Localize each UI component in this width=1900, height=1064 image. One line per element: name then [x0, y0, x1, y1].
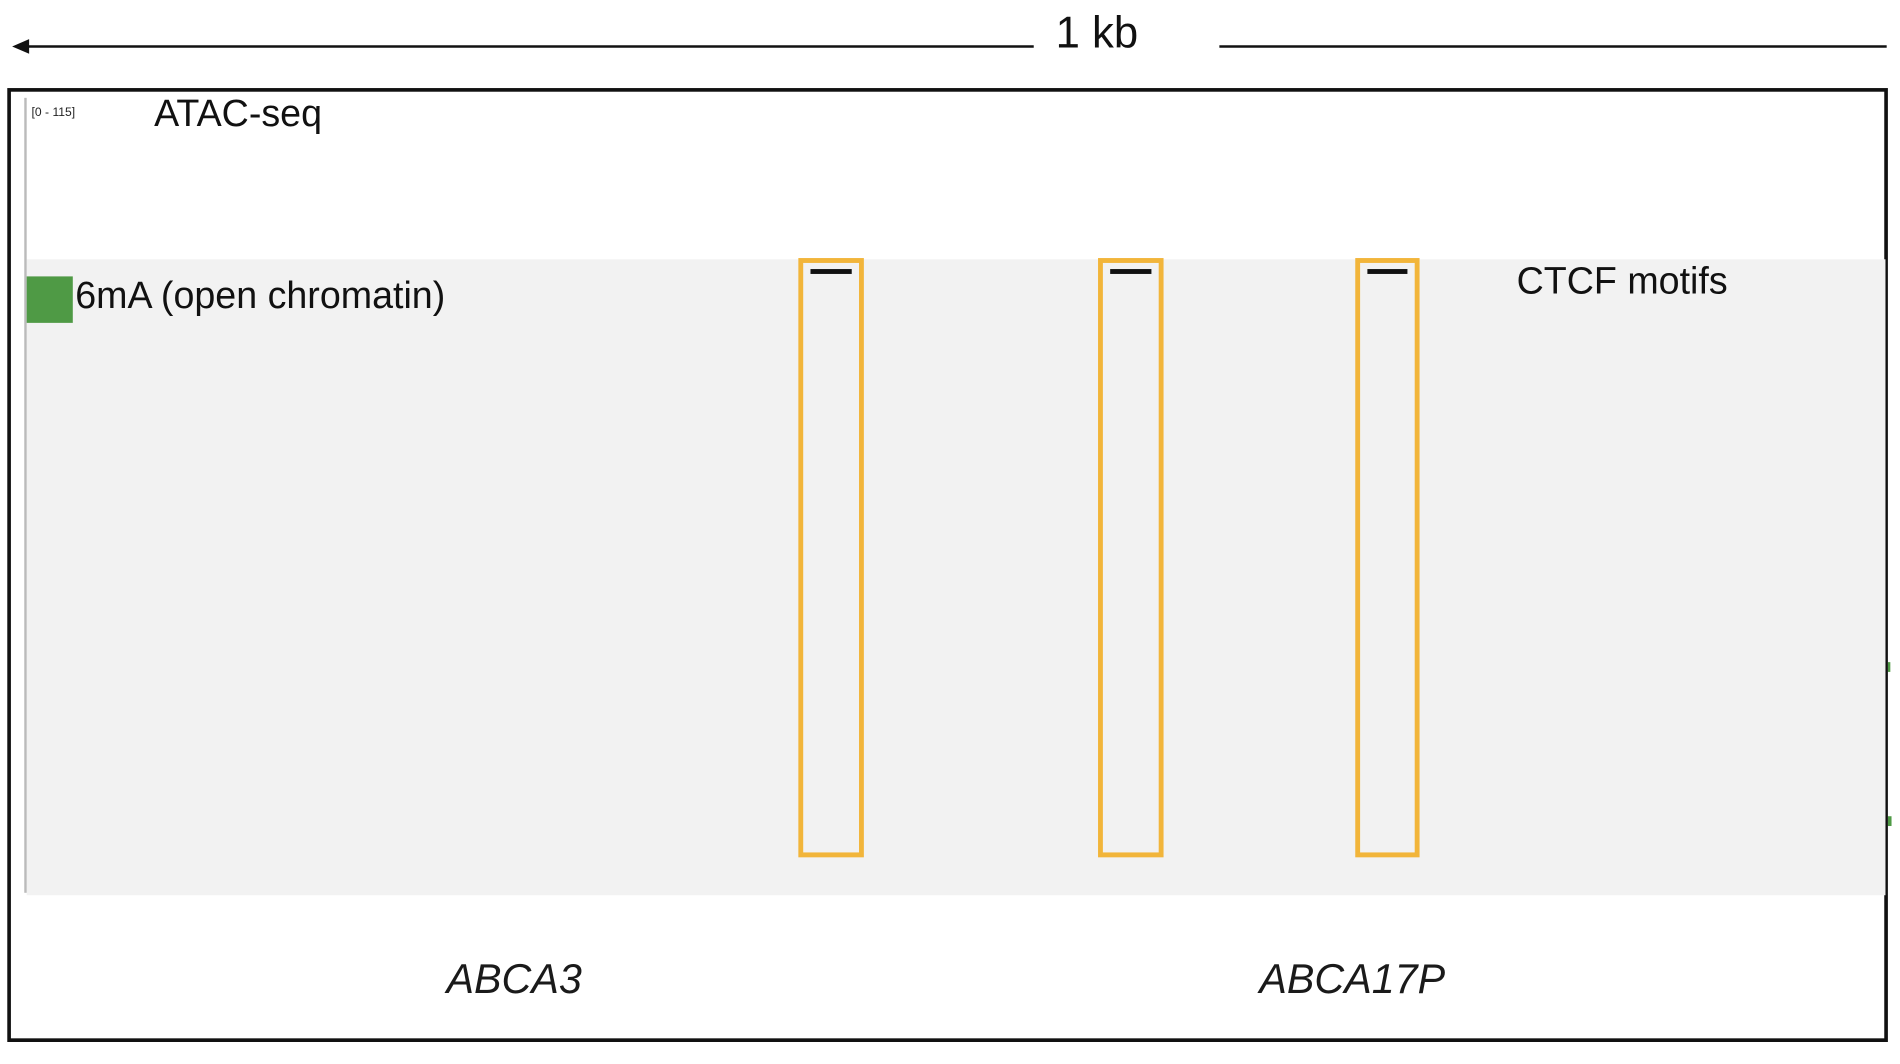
- ctcf-motif-mark: [1367, 269, 1408, 274]
- atac-track-title: ATAC-seq: [154, 91, 322, 135]
- m6a-track-band: [26, 259, 1886, 896]
- scale-bar-arrowhead: [12, 39, 30, 54]
- atac-range-label: [0 - 115]: [31, 106, 76, 120]
- ctcf-track-title: CTCF motifs: [1516, 259, 1728, 303]
- ctcf-motif-box: [1098, 258, 1164, 858]
- m6a-legend-swatch: [26, 276, 73, 323]
- panel-divider: [24, 97, 27, 893]
- m6a-track-title: 6mA (open chromatin): [75, 273, 446, 317]
- ctcf-motif-mark: [810, 269, 852, 274]
- scale-bar-label: 1 kb: [1055, 7, 1139, 58]
- gene-label-abca17p: ABCA17P: [1259, 956, 1446, 1003]
- ctcf-motif-mark: [1110, 269, 1152, 274]
- gene-label-abca3: ABCA3: [446, 956, 582, 1003]
- ctcf-motif-box: [798, 258, 864, 858]
- ctcf-motif-box: [1355, 258, 1420, 858]
